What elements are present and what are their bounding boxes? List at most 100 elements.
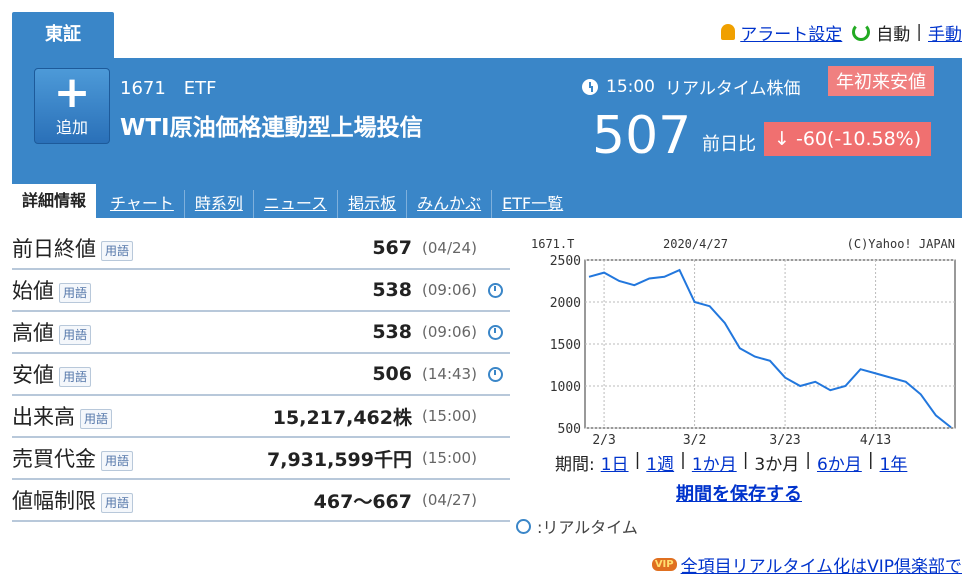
row-time: (14:43) (422, 365, 477, 383)
y-tick-label: 1000 (550, 380, 581, 395)
table-row: 始値 用語 538 (09:06) (12, 270, 510, 312)
table-row: 高値 用語 538 (09:06) (12, 312, 510, 354)
y-tick-label: 1500 (550, 338, 581, 353)
row-label: 売買代金 (12, 447, 96, 471)
year-low-badge: 年初来安値 (828, 66, 934, 96)
save-period-link[interactable]: 期間を保存する (676, 484, 802, 505)
x-tick-label: 2/3 (592, 433, 615, 448)
vip-link[interactable]: 全項目リアルタイム化はVIP倶楽部で (680, 557, 962, 577)
chart-date: 2020/4/27 (663, 237, 728, 251)
chart-credit: (C)Yahoo! JAPAN (847, 237, 955, 251)
price-chart[interactable]: 1671.T 2020/4/27 (C)Yahoo! JAPAN 2500 2000 15… (523, 232, 963, 450)
row-value: 567 (372, 237, 412, 259)
tab-minkabu[interactable]: みんかぶ (407, 190, 493, 218)
table-row: 安値 用語 506 (14:43) (12, 354, 510, 396)
tab-etf-list[interactable]: ETF一覧 (502, 194, 564, 213)
term-link[interactable]: 用語 (80, 409, 113, 429)
term-link[interactable]: 用語 (59, 283, 92, 303)
period-separator: | (680, 450, 686, 470)
manual-refresh-link[interactable]: 手動 (928, 24, 962, 45)
clock-icon (488, 282, 503, 298)
row-time: (04/24) (422, 239, 477, 257)
clock-icon (488, 324, 503, 340)
realtime-info: 15:00 リアルタイム株価 (582, 74, 801, 99)
row-label: 高値 (12, 321, 54, 345)
x-tick-label: 4/13 (860, 433, 891, 448)
top-links: アラート設定 自動 | 手動 (721, 18, 962, 46)
row-time: (09:06) (422, 281, 477, 299)
row-label: 値幅制限 (12, 489, 96, 513)
stock-header: + 追加 1671 ETF WTI原油価格連動型上場投信 15:00 リアルタイ… (12, 58, 962, 218)
table-row: 前日終値 用語 567 (04/24) (12, 228, 510, 270)
row-value: 15,217,462株 (272, 406, 412, 429)
y-tick-label: 500 (558, 422, 581, 437)
detail-tabs: 詳細情報 チャート 時系列 ニュース 掲示板 みんかぶ ETF一覧 (12, 184, 573, 218)
vip-icon: VIP (651, 558, 677, 571)
term-link[interactable]: 用語 (101, 241, 134, 261)
table-row: 売買代金 用語 7,931,599千円 (15:00) (12, 438, 510, 480)
row-label: 安値 (12, 363, 54, 387)
row-label: 前日終値 (12, 237, 96, 261)
price-line (588, 268, 952, 429)
separator: | (916, 22, 922, 42)
x-tick-label: 3/23 (769, 433, 800, 448)
tab-chart[interactable]: チャート (100, 190, 185, 218)
stock-name: WTI原油価格連動型上場投信 (120, 115, 423, 141)
row-time: (04/27) (422, 491, 477, 509)
period-option[interactable]: 1か月 (691, 455, 737, 475)
change-label: 前日比 (702, 134, 756, 155)
term-link[interactable]: 用語 (101, 451, 134, 471)
clock-icon (516, 518, 531, 534)
tab-news[interactable]: ニュース (254, 190, 339, 218)
realtime-legend-text: :リアルタイム (537, 518, 638, 537)
row-value: 467〜667 (313, 490, 412, 513)
row-label: 出来高 (12, 405, 75, 429)
refresh-icon (852, 23, 871, 41)
period-label: 期間: (555, 455, 595, 475)
x-tick-label: 3/2 (683, 433, 706, 448)
plus-icon: + (53, 67, 91, 118)
term-link[interactable]: 用語 (101, 493, 134, 513)
clock-icon (488, 366, 503, 382)
row-time: (15:00) (422, 407, 477, 425)
row-value: 7,931,599千円 (267, 448, 412, 471)
term-link[interactable]: 用語 (59, 325, 92, 345)
y-tick-label: 2500 (550, 254, 581, 269)
term-link[interactable]: 用語 (59, 367, 92, 387)
vip-promo: VIP 全項目リアルタイム化はVIP倶楽部で (651, 552, 962, 577)
period-separator: | (742, 450, 749, 470)
period-option[interactable]: 1年 (879, 455, 908, 475)
realtime-legend: :リアルタイム (516, 514, 638, 538)
row-value: 506 (372, 363, 412, 385)
period-option: 3か月 (754, 455, 800, 475)
row-time: (09:06) (422, 323, 477, 341)
y-tick-label: 2000 (550, 296, 581, 311)
tab-board[interactable]: 掲示板 (338, 190, 408, 218)
tab-timeseries[interactable]: 時系列 (185, 190, 254, 218)
row-value: 538 (372, 321, 412, 343)
period-separator: | (805, 450, 811, 470)
period-option[interactable]: 6か月 (816, 455, 862, 475)
bell-icon (721, 24, 736, 40)
tab-details[interactable]: 詳細情報 (12, 184, 97, 218)
row-time: (15:00) (422, 449, 477, 467)
period-option[interactable]: 1週 (646, 455, 675, 475)
alert-settings-link[interactable]: アラート設定 (740, 24, 843, 45)
period-separator: | (634, 450, 641, 470)
period-selector: 期間: 1日 | 1週 | 1か月 | 3か月 | 6か月 | 1年 (552, 450, 910, 475)
row-label: 始値 (12, 279, 54, 303)
price-time: 15:00 (606, 76, 655, 97)
period-option[interactable]: 1日 (600, 455, 629, 475)
auto-refresh-label[interactable]: 自動 (876, 24, 911, 45)
clock-icon (582, 78, 598, 95)
change-value: ↓ -60(-10.58%) (764, 122, 932, 156)
market-tab: 東証 (12, 12, 114, 58)
period-separator: | (867, 450, 874, 470)
row-value: 538 (372, 279, 412, 301)
add-portfolio-button[interactable]: + 追加 (34, 68, 110, 144)
stock-code: 1671 ETF (120, 78, 217, 99)
add-label: 追加 (55, 118, 88, 137)
table-row: 値幅制限 用語 467〜667 (04/27) (12, 480, 510, 522)
price-table: 前日終値 用語 567 (04/24) 始値 用語 538 (09:06) 高値 用語 538 (09… (12, 228, 510, 522)
chart-code: 1671.T (531, 237, 574, 251)
